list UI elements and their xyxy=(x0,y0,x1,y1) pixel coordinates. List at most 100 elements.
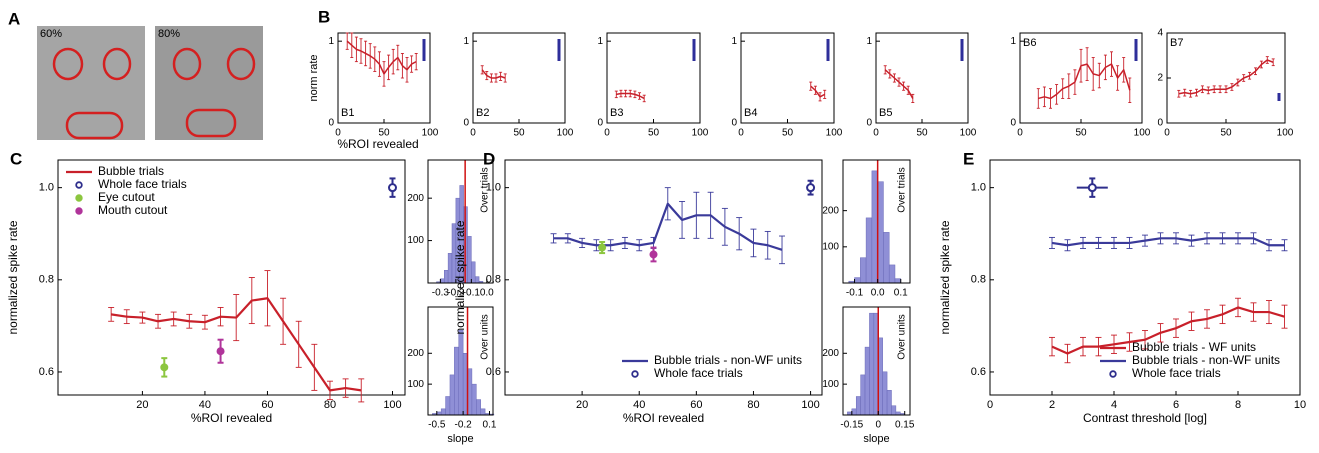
panel-label: B xyxy=(318,7,330,26)
legend-label: Whole face trials xyxy=(654,366,743,380)
histogram-bar xyxy=(882,371,888,416)
x-tick-label: 100 xyxy=(826,128,843,139)
y-tick-label: 0.8 xyxy=(971,274,986,286)
x-tick-label: 20 xyxy=(576,399,588,411)
histogram-bar xyxy=(871,170,878,284)
x-tick-label: 60 xyxy=(261,399,273,411)
x-tick-label: -0.5 xyxy=(428,420,446,431)
legend-label: Mouth cutout xyxy=(98,203,168,217)
x-tick-label: 80 xyxy=(324,399,336,411)
x-tick-label: 0 xyxy=(873,128,879,139)
data-line xyxy=(481,69,506,79)
error-bar xyxy=(883,65,887,75)
data-line xyxy=(616,92,645,100)
roi-outline xyxy=(172,47,202,81)
x-tick-label: 8 xyxy=(1235,399,1241,411)
roi-outline xyxy=(102,47,132,81)
x-tick-label: 50 xyxy=(648,128,660,139)
y-axis-label: Over trials xyxy=(480,167,491,213)
histogram-bar xyxy=(891,405,897,416)
y-tick-label: 0 xyxy=(328,118,334,129)
data-line xyxy=(1051,237,1285,247)
data-line xyxy=(346,40,417,75)
y-tick-label: 1.0 xyxy=(971,182,986,194)
histogram-bar xyxy=(447,253,453,284)
plot-frame xyxy=(842,306,911,416)
legend-swatch xyxy=(75,181,83,189)
chart: E 0 2 4 6 8 10 0.6 0.8 1.0 Contrast threshold [log… xyxy=(938,149,1306,425)
histogram-bar xyxy=(894,278,902,284)
x-axis-label: Contrast threshold [log] xyxy=(1083,411,1207,425)
y-tick-label: 0 xyxy=(463,118,469,129)
data-point xyxy=(160,363,169,372)
legend-label: Bubble trials - non-WF units xyxy=(1132,353,1280,367)
data-line xyxy=(110,297,362,392)
y-axis-label: Over units xyxy=(480,314,491,360)
x-tick-label: 10 xyxy=(1294,399,1306,411)
roi-outline xyxy=(52,47,84,81)
roi-outline xyxy=(226,47,256,81)
error-bar xyxy=(823,89,827,99)
y-tick-label: 100 xyxy=(822,241,839,252)
x-axis-label: slope xyxy=(863,433,889,445)
x-tick-label: 50 xyxy=(1220,128,1232,139)
chart: 0 50 100 0 1 B5 xyxy=(866,32,977,139)
data-line xyxy=(884,69,914,99)
plot-frame xyxy=(427,306,494,416)
plot-frame xyxy=(504,159,823,396)
y-tick-label: 0.6 xyxy=(486,366,501,378)
x-tick-label: 0.0 xyxy=(871,288,885,299)
roi-outline xyxy=(185,108,237,138)
x-tick-label: 100 xyxy=(960,128,977,139)
y-axis-label: normalized spike rate xyxy=(938,220,952,334)
y-tick-label: 1 xyxy=(866,36,872,47)
histogram-bar xyxy=(471,261,476,284)
x-tick-label: 50 xyxy=(916,128,928,139)
histogram-bar xyxy=(467,236,472,284)
plot-frame xyxy=(427,159,494,284)
histogram-bar xyxy=(471,383,477,416)
histogram-bar xyxy=(444,270,449,284)
y-tick-label: 1 xyxy=(463,36,469,47)
panel-label: D xyxy=(483,149,495,168)
x-tick-label: 50 xyxy=(782,128,794,139)
x-tick-label: 100 xyxy=(1277,128,1294,139)
error-bar xyxy=(1049,236,1055,249)
y-axis-label: norm rate xyxy=(308,54,320,101)
histogram-bar xyxy=(883,232,890,284)
histogram-bar xyxy=(449,374,455,416)
data-line xyxy=(1178,59,1274,95)
legend-label: Bubble trials xyxy=(98,164,164,178)
x-tick-label: 100 xyxy=(692,128,709,139)
inset-label: B4 xyxy=(744,107,757,119)
chart: 0 50 100 0 2 4 B7 xyxy=(1157,28,1293,139)
chart: -0.3-0.2-0.1 0.0 100 200 Over trials xyxy=(407,159,494,299)
legend-label: Eye cutout xyxy=(98,190,155,204)
y-tick-label: 1 xyxy=(597,36,603,47)
plot-frame xyxy=(989,159,1301,396)
y-axis-label: Over units xyxy=(897,314,908,360)
legend-swatch xyxy=(1109,370,1117,378)
chart: 0 50 100 0 1 B2 xyxy=(463,32,574,139)
y-axis-label: normalized spike rate xyxy=(453,220,467,334)
data-point xyxy=(649,250,658,259)
chart: -0.5 -0.2 0.1 100 200 slope Over units xyxy=(407,306,497,445)
plot-frame xyxy=(842,159,911,284)
plot-frame xyxy=(57,159,406,396)
x-tick-label: 0.15 xyxy=(895,420,915,431)
x-axis-label: %ROI revealed xyxy=(191,411,272,425)
y-tick-label: 1 xyxy=(328,36,334,47)
x-tick-label: 0 xyxy=(987,399,993,411)
y-tick-label: 0.6 xyxy=(971,366,986,378)
data-line xyxy=(553,202,783,251)
x-tick-label: 0 xyxy=(604,128,610,139)
histogram-bar xyxy=(480,408,486,416)
inset-label: B3 xyxy=(610,107,623,119)
chart: 0 50 100 0 1 B4 xyxy=(731,32,843,139)
x-tick-label: -0.1 xyxy=(463,288,481,299)
x-tick-label: 100 xyxy=(422,128,439,139)
inset-label: B1 xyxy=(341,107,354,119)
chart: D 20 40 60 80 100 0.6 0.8 1.0 %ROI revealed normal… xyxy=(453,149,823,425)
x-tick-label: 0.1 xyxy=(483,420,497,431)
histogram-bar xyxy=(865,217,873,284)
